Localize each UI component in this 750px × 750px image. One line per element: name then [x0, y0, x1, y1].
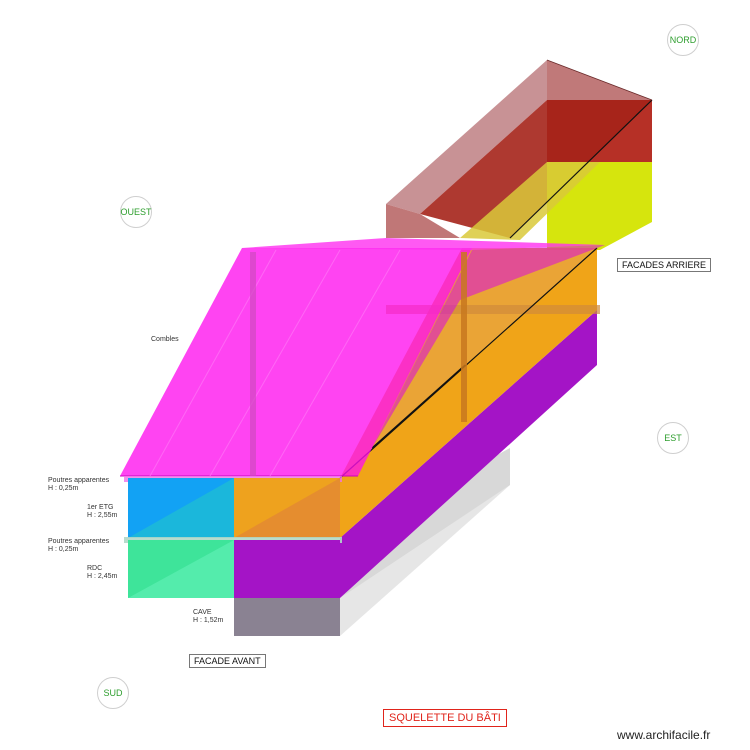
front-facade-label: FACADE AVANT [189, 654, 266, 668]
beams-lower-name: Poutres apparentes [48, 538, 110, 545]
floor1-height: H : 2,55m [87, 512, 118, 519]
rear-annex [386, 59, 653, 250]
attic-label: Combles [151, 336, 179, 343]
ground-purple-block [234, 540, 340, 598]
compass-east-label: EST [664, 433, 682, 443]
roof-rafter-2 [209, 249, 341, 477]
beams-upper-name: Poutres apparentes [48, 477, 110, 484]
purple-ridge-line [371, 364, 466, 449]
roof-rafter-3 [269, 249, 401, 477]
roof-right-slope [358, 245, 605, 476]
cellar-block [234, 598, 340, 636]
main-block-right [339, 247, 600, 636]
ground-green-shade [128, 540, 234, 598]
compass-west: OUEST [120, 196, 152, 228]
beams-upper-height: H : 0,25m [48, 485, 79, 492]
compass-east: EST [657, 422, 689, 454]
compass-north: NORD [667, 24, 699, 56]
ground-height: H : 2,45m [87, 573, 118, 580]
rear-annex-roof-left [386, 60, 547, 214]
compass-north-label: NORD [669, 35, 697, 45]
cellar-height: H : 1,52m [193, 617, 224, 624]
floor1-blue-shade [128, 478, 234, 538]
rear-annex-ridge [509, 99, 653, 239]
rear-annex-gable [386, 204, 460, 238]
rear-facades-label: FACADES ARRIERE [617, 258, 712, 272]
ground-purple-side [340, 310, 597, 598]
watermark: www.archifacile.fr [617, 728, 711, 742]
compass-south: SUD [97, 677, 129, 709]
rear-annex-red-slope [420, 100, 652, 238]
rear-annex-yellow-slope [460, 162, 600, 240]
floor1-name: 1er ETG [87, 504, 114, 511]
compass-south-label: SUD [103, 688, 123, 698]
floor1-orange-side [340, 248, 597, 538]
floor1-orange-shade [234, 478, 340, 538]
front-stack [124, 476, 342, 636]
compass-west-label: OUEST [120, 207, 152, 217]
ground-name: RDC [87, 565, 103, 572]
cellar-side-top [340, 448, 510, 598]
cellar-name: CAVE [193, 609, 212, 616]
roof-main-slope [120, 248, 472, 476]
orange-ridge-line [339, 247, 598, 479]
roof-post-right [461, 252, 467, 422]
roof-ridge-plane [242, 238, 605, 250]
beams-lower-height: H : 0,25m [48, 546, 79, 553]
diagram-title: SQUELETTE DU BÂTI [383, 709, 507, 727]
roof-post-left [250, 252, 256, 476]
rear-annex-edge [546, 59, 653, 101]
